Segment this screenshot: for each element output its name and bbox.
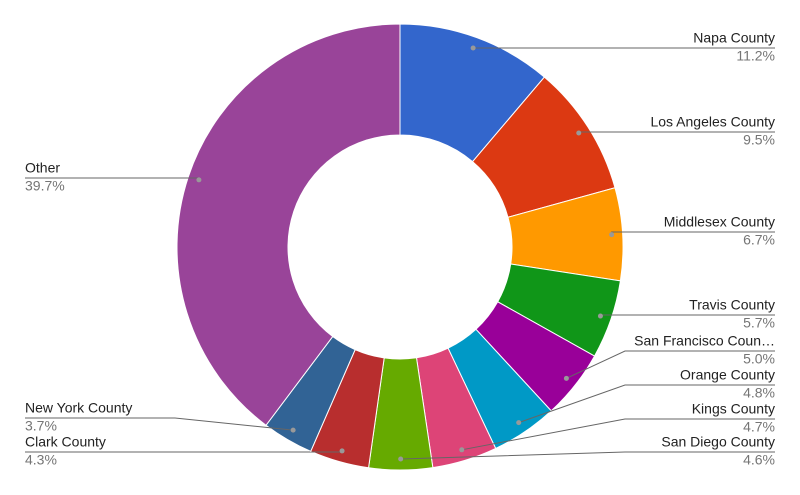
label-name: Other (25, 160, 60, 176)
label-name: Kings County (692, 401, 775, 417)
label-value: 39.7% (25, 178, 65, 194)
label-name: Napa County (693, 30, 775, 46)
label-name: Clark County (25, 434, 106, 450)
leader-dot (563, 375, 569, 381)
label-value: 11.2% (736, 48, 775, 64)
leader-line (566, 350, 775, 379)
label-name: Travis County (689, 297, 775, 313)
label-value: 4.8% (743, 385, 775, 401)
leader-line (25, 417, 294, 431)
leader-dot (609, 232, 615, 238)
leader-line (518, 384, 775, 424)
leader-dot (196, 177, 202, 183)
label-value: 5.0% (743, 351, 775, 367)
leader-dot (398, 456, 404, 462)
label-value: 9.5% (743, 132, 775, 148)
label-name: Middlesex County (664, 214, 775, 230)
leader-dot (470, 45, 476, 51)
label-name: San Francisco Coun… (634, 333, 775, 349)
label-value: 5.7% (743, 315, 775, 331)
label-name: New York County (25, 400, 132, 416)
leader-dot (576, 130, 582, 136)
label-value: 4.3% (25, 452, 57, 468)
leader-dot (459, 447, 465, 453)
label-value: 6.7% (743, 232, 775, 248)
label-name: San Diego County (661, 434, 775, 450)
label-value: 4.7% (743, 419, 775, 435)
leader-line (25, 450, 343, 453)
label-value: 4.6% (743, 452, 775, 468)
leader-dot (339, 448, 345, 454)
label-name: Orange County (680, 367, 775, 383)
leader-dot (290, 427, 296, 433)
label-name: Los Angeles County (650, 114, 775, 130)
leader-line (400, 451, 775, 460)
label-value: 3.7% (25, 418, 57, 434)
leader-line (461, 418, 775, 451)
leader-dot (516, 420, 522, 426)
leader-dot (597, 313, 603, 319)
slice (176, 23, 401, 426)
